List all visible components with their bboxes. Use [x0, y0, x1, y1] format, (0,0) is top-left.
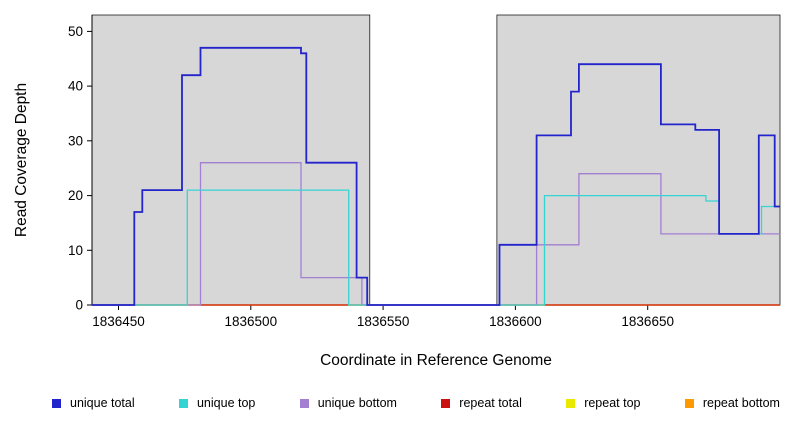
- legend-label-repeat-bottom: repeat bottom: [702, 396, 780, 410]
- legend-item-repeat-top: repeat top: [566, 396, 640, 410]
- legend-label-repeat-top: repeat top: [584, 396, 641, 410]
- legend-item-unique-bottom: unique bottom: [299, 396, 397, 410]
- legend-label-unique-total: unique total: [70, 396, 135, 410]
- x-tick-label: 1836650: [621, 314, 674, 329]
- legend-swatch-repeat-total: [441, 398, 451, 408]
- shaded-region: [91, 14, 371, 306]
- legend-item-unique-top: unique top: [178, 396, 256, 410]
- series-line-unique-total: [92, 46, 780, 306]
- y-tick-label: 40: [68, 79, 83, 94]
- legend-swatch-repeat-bottom: [684, 398, 694, 408]
- shaded-region: [496, 14, 781, 306]
- legend-swatch-unique-top: [178, 398, 188, 408]
- y-tick-label: 30: [68, 133, 83, 148]
- legend-swatch-repeat-top: [566, 398, 576, 408]
- legend-swatch-unique-bottom: [299, 398, 309, 408]
- x-tick-label: 1836550: [357, 314, 410, 329]
- legend-label-unique-bottom: unique bottom: [317, 396, 397, 410]
- y-tick-label: 0: [75, 298, 83, 313]
- y-tick-label: 50: [68, 24, 83, 39]
- legend-item-repeat-total: repeat total: [441, 396, 522, 410]
- y-axis-title: Read Coverage Depth: [13, 82, 30, 238]
- legend-item-repeat-bottom: repeat bottom: [684, 396, 780, 410]
- legend-label-unique-top: unique top: [196, 396, 256, 410]
- x-tick-label: 1836450: [92, 314, 145, 329]
- legend-item-unique-total: unique total: [52, 396, 135, 410]
- legend: unique total unique top unique bottom re…: [52, 396, 780, 410]
- y-tick-label: 20: [68, 188, 83, 203]
- legend-label-repeat-total: repeat total: [459, 396, 522, 410]
- x-tick-label: 1836600: [489, 314, 542, 329]
- x-axis-title: Coordinate in Reference Genome: [320, 352, 552, 369]
- x-tick-label: 1836500: [225, 314, 278, 329]
- y-tick-label: 10: [68, 243, 83, 258]
- legend-swatch-unique-total: [52, 398, 61, 408]
